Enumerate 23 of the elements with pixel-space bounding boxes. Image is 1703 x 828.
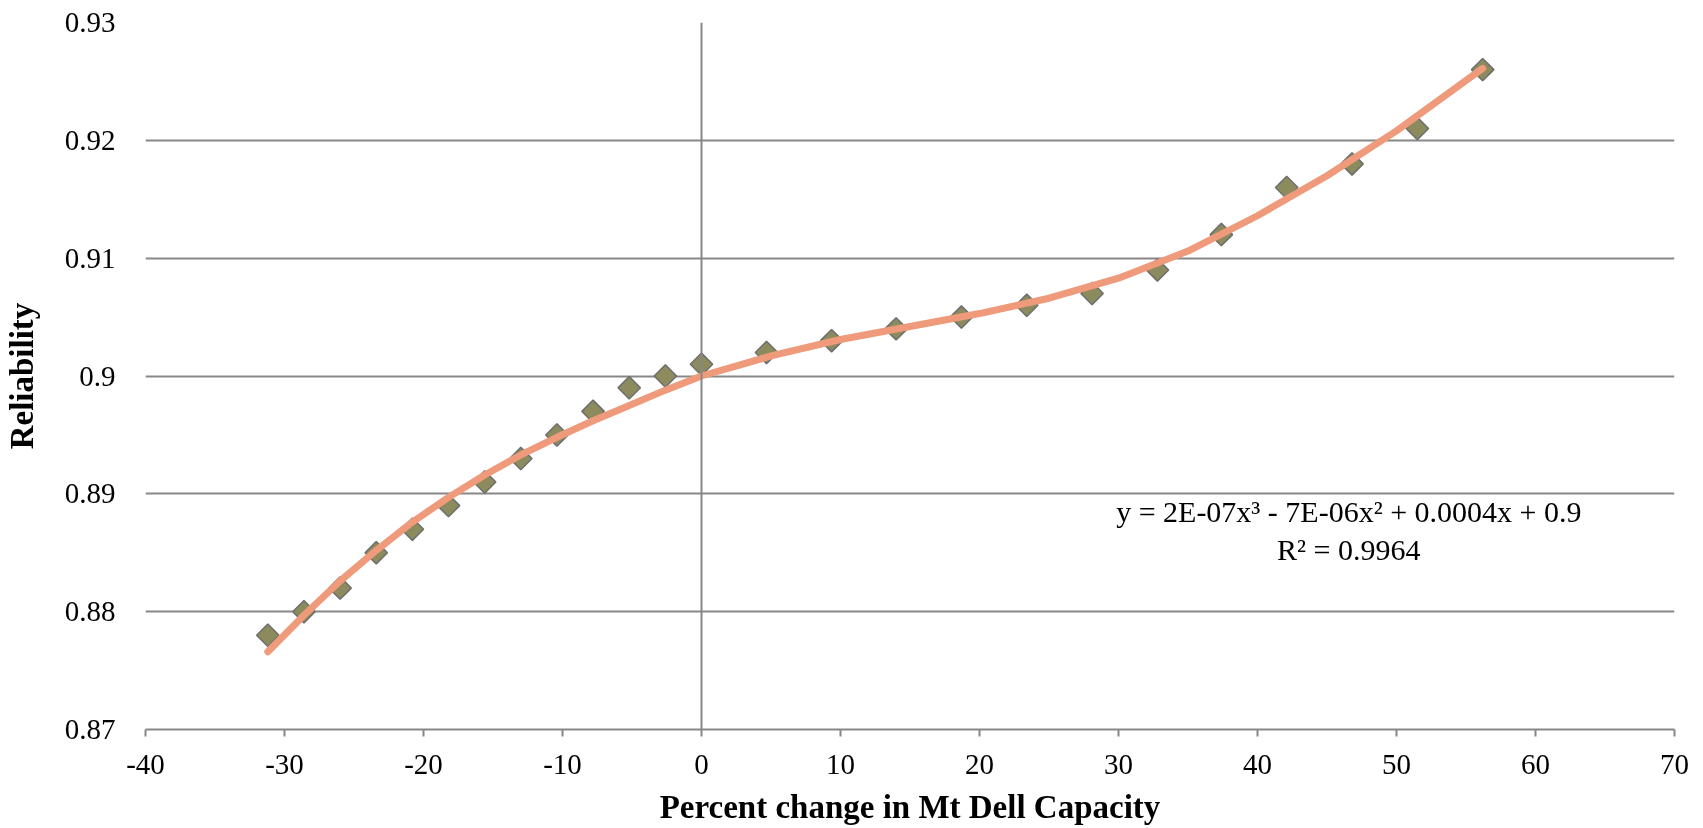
y-tick-label: 0.92: [64, 123, 116, 156]
x-tick-label: 50: [1382, 747, 1411, 780]
x-tick-label: -30: [265, 747, 304, 780]
x-tick-label: -20: [404, 747, 443, 780]
x-tick-label: 60: [1521, 747, 1550, 780]
x-tick-label: -10: [543, 747, 582, 780]
x-tick-label: 20: [965, 747, 994, 780]
y-tick-label: 0.9: [79, 359, 116, 392]
y-tick-label: 0.91: [64, 241, 116, 274]
x-tick-label: 40: [1243, 747, 1272, 780]
y-tick-label: 0.89: [64, 477, 116, 510]
y-tick-label: 0.87: [64, 713, 116, 745]
annotation: R² = 0.9964: [1277, 533, 1421, 567]
x-tick-label: 70: [1660, 747, 1689, 780]
y-tick-label: 0.88: [64, 595, 116, 628]
y-axis-title: Reliability: [3, 302, 40, 450]
x-tick-label: 0: [694, 747, 709, 780]
annotation: y = 2E-07x³ - 7E-06x² + 0.0004x + 0.9: [1116, 494, 1582, 528]
y-tick-label: 0.93: [64, 6, 116, 38]
x-tick-label: 30: [1104, 747, 1133, 780]
x-tick-label: 10: [826, 747, 855, 780]
x-tick-label: -40: [126, 747, 165, 780]
x-axis-title: Percent change in Mt Dell Capacity: [659, 788, 1161, 825]
